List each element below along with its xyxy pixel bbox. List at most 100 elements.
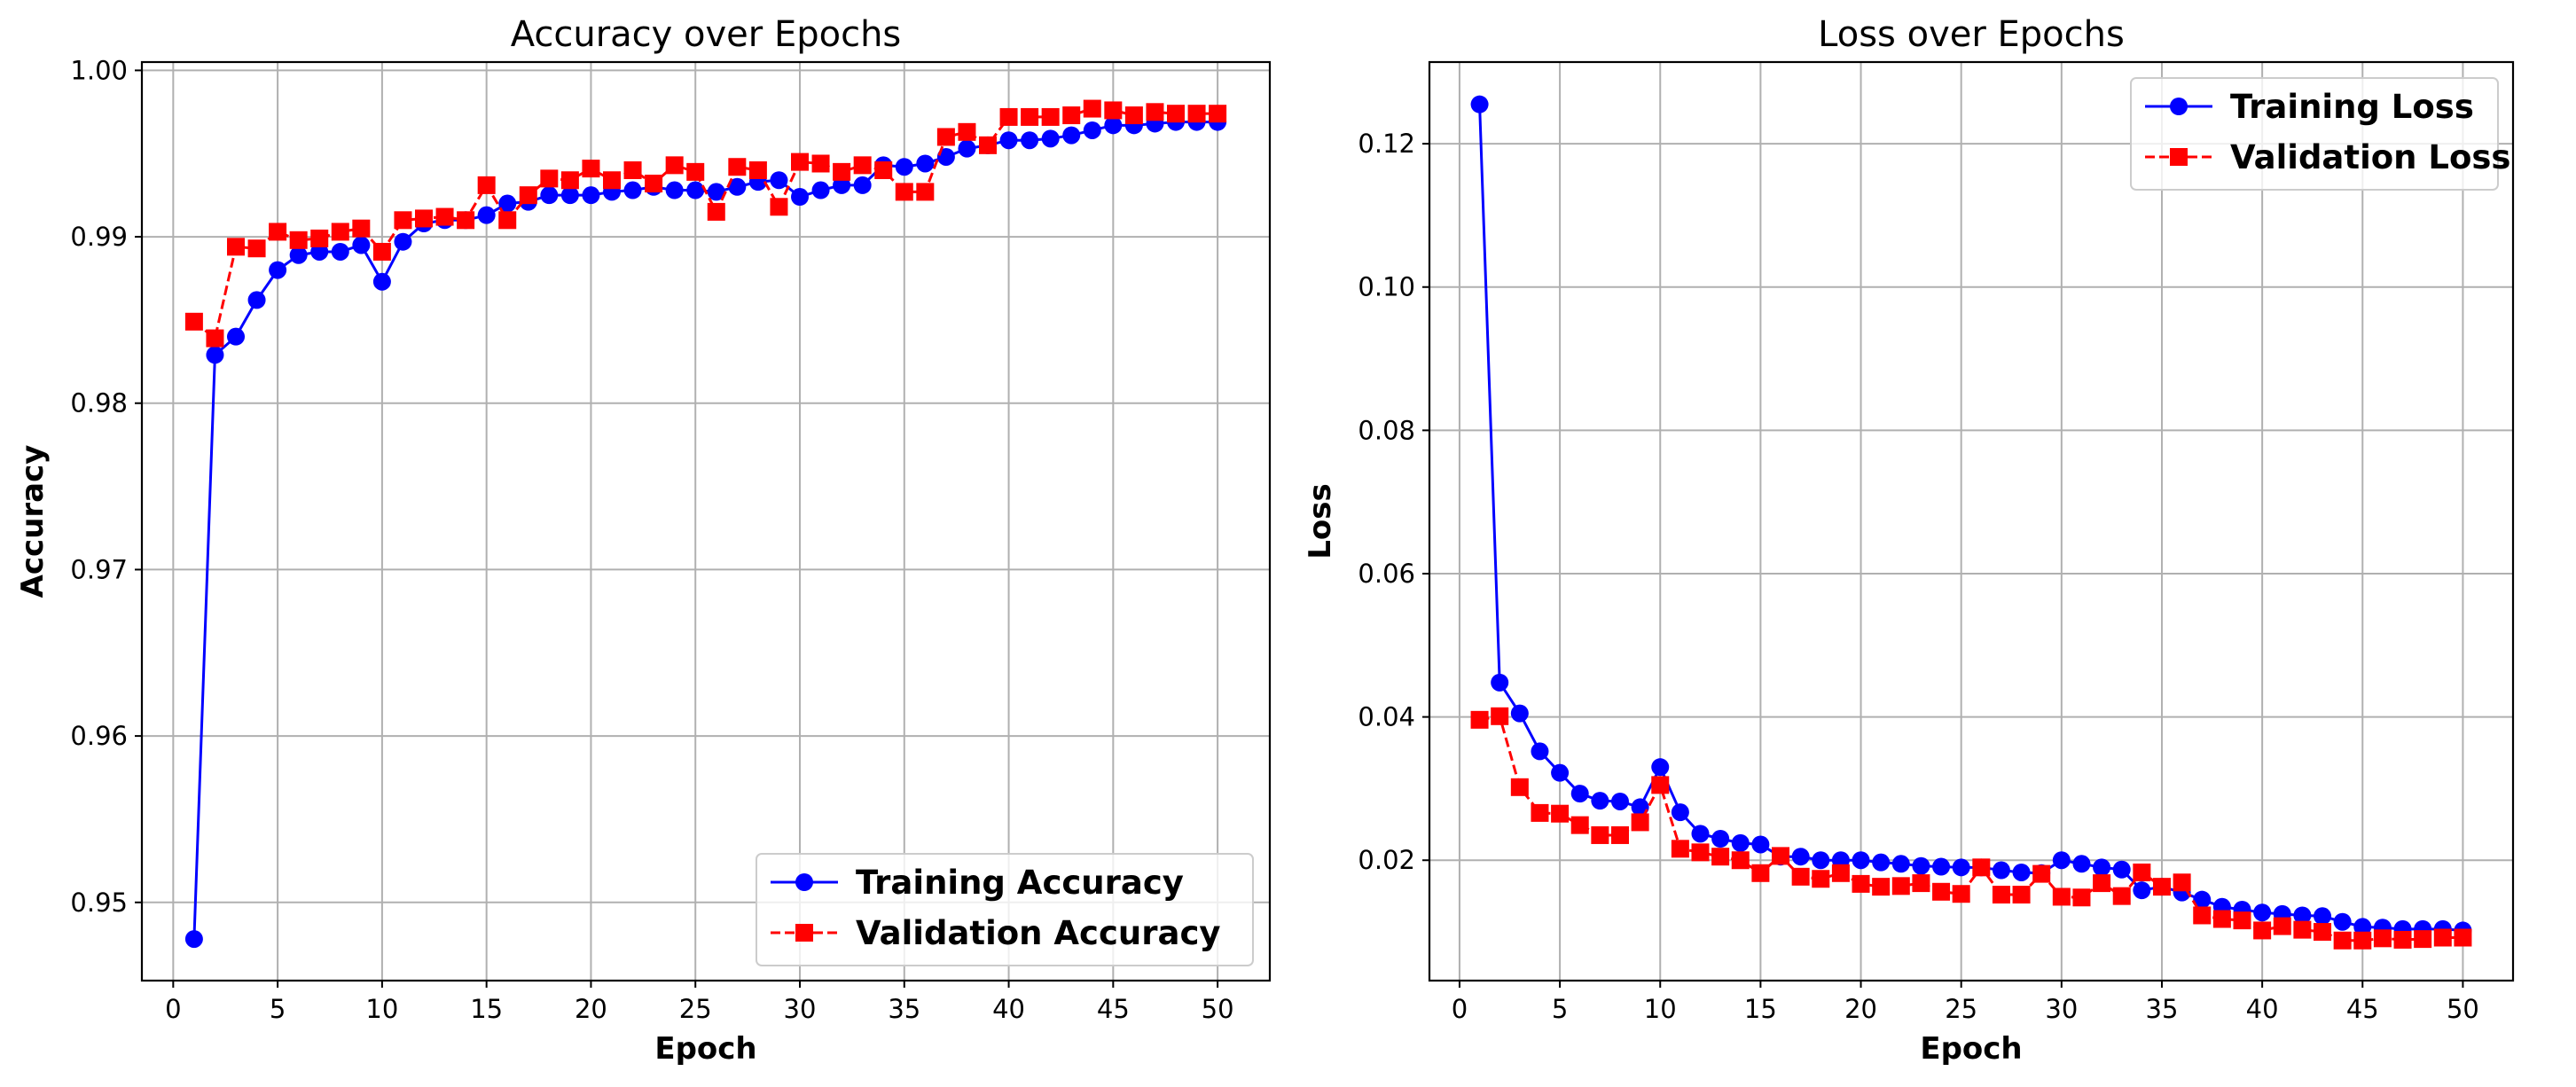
loss-training-point [1872,853,1891,872]
loss-y-tick-label: 0.10 [1358,272,1415,302]
loss-validation-point [2112,887,2131,905]
accuracy-validation-point [811,154,830,173]
loss-validation-point [1812,870,1830,888]
loss-x-tick-label: 30 [2045,994,2078,1024]
loss-validation-point [2333,931,2352,950]
loss-training-point [1570,785,1589,803]
accuracy-training-point [352,236,371,254]
accuracy-training-point [1062,126,1081,145]
loss-training-point [1591,792,1609,810]
accuracy-validation-point [560,171,579,190]
loss-training-point [2072,855,2091,873]
loss-training-point [2093,858,2111,877]
accuracy-training-point [958,139,976,158]
loss-y-tick-label: 0.06 [1358,559,1415,589]
loss-x-tick-label: 5 [1552,994,1568,1024]
accuracy-validation-point [603,171,621,190]
accuracy-x-tick-label: 30 [784,994,817,1024]
loss-x-tick-label: 15 [1744,994,1777,1024]
accuracy-y-axis-label: Accuracy [15,445,51,598]
accuracy-validation-point [728,158,747,176]
loss-validation-point [2173,873,2191,892]
accuracy-training-point [540,186,559,205]
loss-training-point [2353,918,2372,936]
accuracy-validation-point [498,211,517,230]
accuracy-validation-point [372,242,391,261]
accuracy-validation-point [269,223,287,241]
accuracy-training-point [560,186,579,205]
loss-validation-point [1531,803,1549,822]
accuracy-validation-point [1083,99,1101,118]
accuracy-training-point [999,131,1018,150]
loss-x-tick-label: 25 [1945,994,1977,1024]
accuracy-x-tick-label: 40 [992,994,1025,1024]
accuracy-validation-point [415,209,433,228]
loss-validation-point [2012,886,2031,904]
loss-training-point [2112,860,2131,879]
accuracy-y-tick-label: 0.99 [70,222,128,252]
loss-legend-label: Training Loss [2230,88,2474,126]
accuracy-ticks: 0 5 10 15 20 25 30 35 40 45 50 0.95 0.96 0.97 0.98 0.99… [70,55,1233,1024]
loss-validation-point [1852,874,1870,893]
loss-validation-point [1791,867,1810,886]
loss-validation-point [1831,864,1850,882]
loss-ticks: 0 5 10 15 20 25 30 35 40 45 50 0.02 0.04 0.06 0.08 0.10… [1358,129,2478,1024]
accuracy-training-point [289,246,308,264]
loss-validation-point [1972,858,1991,877]
accuracy-training-point [1083,121,1101,139]
accuracy-validation-point [435,207,454,226]
loss-validation-point [1591,825,1609,844]
loss-validation-point [2293,920,2312,939]
loss-validation-point [1711,848,1730,866]
accuracy-validation-point [289,231,308,249]
accuracy-validation-point [1187,105,1206,123]
loss-training-point [1510,704,1529,723]
accuracy-validation-point [686,162,705,181]
loss-validation-point [1932,882,1951,901]
loss-training-point [2012,863,2031,881]
accuracy-training-point [1104,116,1123,135]
loss-training-point [2293,906,2312,925]
loss-validation-point [2152,878,2171,896]
loss-validation-point [1772,847,1790,865]
accuracy-training-point [498,194,517,213]
loss-validation-point [1610,825,1629,844]
accuracy-y-tick-label: 0.96 [70,721,128,751]
loss-training-point [2193,890,2212,909]
loss-x-tick-label: 20 [1844,994,1877,1024]
loss-y-tick-label: 0.02 [1358,845,1415,875]
accuracy-x-tick-label: 10 [365,994,398,1024]
loss-validation-point [1551,804,1570,823]
accuracy-axes-frame [140,60,1272,982]
accuracy-validation-point [1021,107,1039,126]
loss-legend-marker [2170,98,2188,115]
accuracy-legend: Training Accuracy Validation Accuracy [756,853,1254,966]
loss-y-tick-label: 0.12 [1358,129,1415,159]
accuracy-validation-point [1146,103,1164,121]
accuracy-legend-marker [795,873,813,891]
accuracy-training-point [728,177,747,196]
loss-training-point [1731,833,1750,852]
accuracy-validation-point [999,107,1018,126]
loss-training-point [1932,857,1951,876]
loss-validation-point [2233,911,2251,930]
loss-x-tick-label: 35 [2146,994,2179,1024]
accuracy-training-point [665,181,684,199]
accuracy-legend-label: Validation Accuracy [856,914,1221,952]
accuracy-validation-point [582,160,600,178]
loss-training-point [1491,673,1509,692]
loss-training-point [2052,851,2071,870]
loss-training-point [1671,803,1689,822]
accuracy-validation-point [1209,105,1227,123]
loss-training-point [1992,861,2010,880]
loss-training-point [1691,825,1710,843]
accuracy-validation-point [853,156,872,175]
accuracy-validation-point [645,175,663,193]
accuracy-x-tick-label: 20 [575,994,607,1024]
accuracy-validation-point [979,136,997,154]
loss-validation-point [1691,843,1710,862]
loss-validation-point [2093,874,2111,893]
loss-validation-point [1491,707,1509,725]
accuracy-validation-point [1041,107,1060,126]
